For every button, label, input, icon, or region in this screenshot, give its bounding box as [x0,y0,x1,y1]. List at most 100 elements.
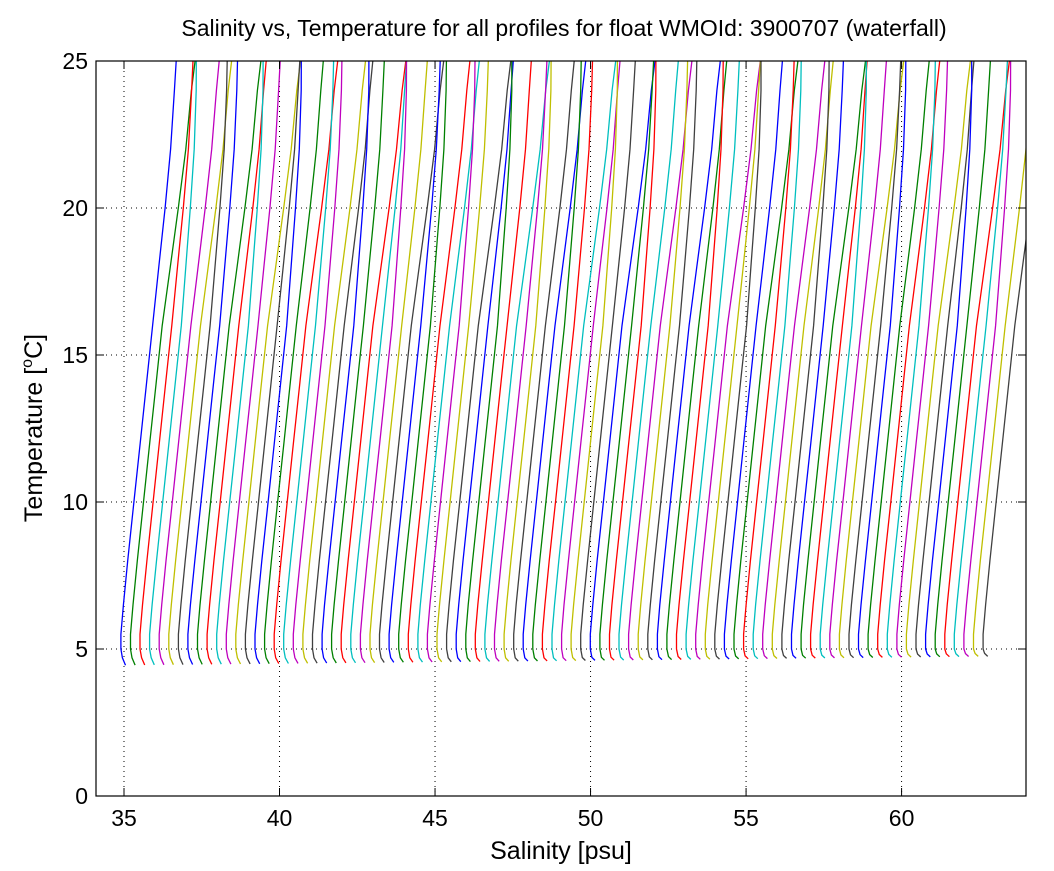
profile-line [896,61,949,658]
y-tick-label: 10 [62,489,88,515]
y-tick-label: 25 [62,48,88,74]
profile-line [177,61,228,665]
profile-line [742,61,795,660]
profile-line [129,61,196,666]
profile-line [302,61,367,664]
profile-line [513,61,575,662]
profile-line [359,61,408,664]
profile-line [398,61,448,663]
profile-line [407,61,471,663]
profile-line [819,61,867,659]
profile-line [206,61,267,665]
profile-line [953,61,1009,658]
profile-line [809,61,868,659]
profile-line [187,61,239,665]
profile-line [685,61,740,660]
profile-line [924,61,973,658]
profile-line [580,61,636,661]
profile-line [484,61,551,662]
profile-line [311,61,374,664]
profile-line [627,61,693,661]
profile-line [455,61,514,663]
profile-line [426,61,476,663]
profile-line [369,61,428,663]
profile-line [532,61,582,662]
y-axis-label-superscript: o [19,359,36,368]
profile-line [445,61,512,663]
profile-lines [120,61,1026,666]
x-tick-label: 45 [422,805,448,831]
profile-line [273,61,339,664]
profile-line [570,61,619,662]
profile-line [723,61,784,660]
profile-line [618,61,679,661]
profile-line [666,61,728,661]
profile-line [158,61,220,666]
plot-frame [95,60,1027,797]
profile-line [752,61,802,660]
grid-lines [96,61,1026,796]
profile-line [292,61,343,664]
profile-line [867,61,930,658]
profile-line [647,61,698,661]
x-tick-label: 50 [578,805,604,831]
profile-line [589,61,656,661]
profile-line [972,140,1026,657]
profile-line [330,61,385,664]
profile-line [848,61,902,659]
profile-line [465,61,513,663]
profile-line [982,235,1026,657]
profile-line [436,61,489,663]
profile-line [838,61,905,659]
profile-line [771,61,834,659]
profile-line [388,61,441,663]
y-axis-label: Temperature [oC] [19,334,48,522]
profile-line [474,61,532,662]
profile-line [963,61,1012,657]
profile-line [857,61,907,659]
y-tick-label: 0 [75,783,88,809]
plot-area [120,61,1026,666]
profile-line [675,61,724,660]
y-tick-label: 20 [62,195,88,221]
y-tick-label: 5 [75,636,88,662]
profile-line [829,61,888,659]
profile-line [762,61,826,660]
profile-line [877,61,941,658]
chart-title: Salinity vs, Temperature for all profile… [181,15,946,41]
profile-line [244,61,301,665]
x-tick-label: 55 [733,805,759,831]
profile-line [417,61,480,663]
profile-line [541,61,594,662]
y-axis-label-unit: C] [20,334,48,359]
profile-line [608,61,657,661]
y-axis-label-main: Temperature [ [20,368,48,522]
profile-line [148,61,197,666]
profile-line [139,61,194,666]
profile-line [886,61,936,658]
profile-line [915,61,975,658]
profile-line [905,61,972,658]
x-tick-label: 40 [267,805,293,831]
x-tick-label: 35 [111,805,137,831]
profile-line [216,61,264,665]
profile-line [695,61,761,660]
profile-line [790,61,845,659]
y-axis-ticks: 0 5 10 15 20 25 [62,48,1026,809]
profile-line [235,61,302,665]
y-tick-label: 15 [62,342,88,368]
profile-line [599,61,655,661]
profile-line [551,61,617,662]
profile-line [560,61,621,662]
profile-line [503,61,552,662]
profile-line [656,61,721,661]
profile-line [637,61,689,661]
profile-line [254,61,302,665]
profile-line [225,61,281,665]
x-tick-label: 60 [889,805,915,831]
profile-line [263,61,324,665]
profile-line [800,61,867,659]
profile-line [283,61,335,664]
profile-line [733,61,799,660]
